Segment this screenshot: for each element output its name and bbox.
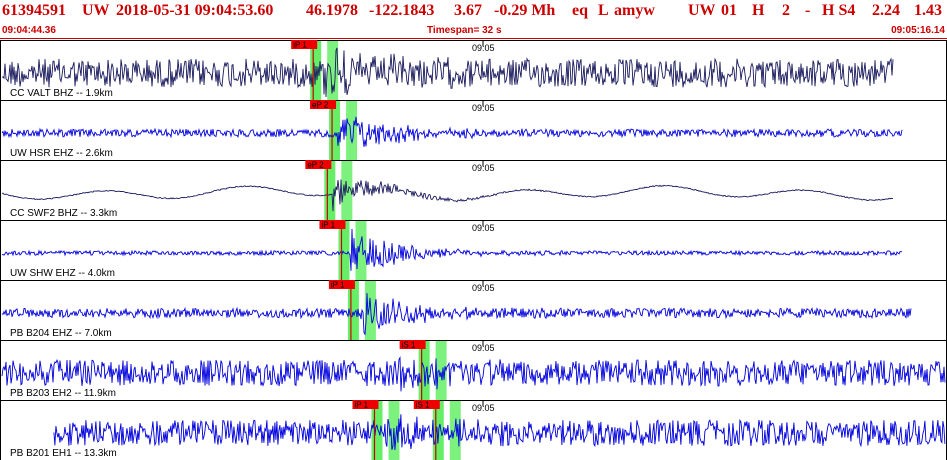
event-review: L bbox=[598, 2, 609, 19]
waveform-trace bbox=[1, 47, 894, 98]
channel-label: PB B204 EHZ -- 7.0km bbox=[10, 328, 112, 339]
waveform-trace bbox=[1, 228, 903, 271]
timespan: Timespan= 32 s bbox=[427, 25, 502, 36]
event-lat: 46.1978 bbox=[306, 2, 358, 19]
channel-row[interactable]: iP 1 iS 1 09:05 PB B201 EH1 -- 13.3km bbox=[0, 400, 947, 460]
start-time: 09:04:44.36 bbox=[2, 25, 56, 36]
pick-flag[interactable] bbox=[413, 400, 440, 409]
pick-window-secondary bbox=[346, 101, 358, 160]
pick-flag[interactable] bbox=[305, 160, 332, 169]
waveform-trace bbox=[1, 179, 894, 212]
pick-label: eP 2 bbox=[312, 101, 329, 110]
waveform-trace bbox=[1, 356, 946, 392]
waveform-trace bbox=[1, 293, 912, 336]
minute-tick-label: 09:05 bbox=[472, 343, 495, 353]
minute-tick-label: 09:05 bbox=[472, 283, 495, 293]
channel-row[interactable]: iP 1 09:05 CC VALT BHZ -- 1.9km bbox=[0, 40, 947, 101]
minute-tick-label: 09:05 bbox=[472, 103, 495, 113]
event-header: 61394591 UW 2018-05-31 09:04:53.60 46.19… bbox=[0, 0, 947, 39]
event-lon: -122.1843 bbox=[369, 2, 435, 19]
channel-row[interactable]: iS 1 09:05 PB B203 EH2 -- 11.9km bbox=[0, 340, 947, 401]
event-network: UW bbox=[82, 2, 110, 19]
pick-label: eP 2 bbox=[307, 161, 324, 170]
channel-row[interactable]: eP 2 09:05 CC SWF2 BHZ -- 3.3km bbox=[0, 160, 947, 221]
channel-label: CC VALT BHZ -- 1.9km bbox=[10, 88, 113, 99]
pick-window bbox=[329, 101, 341, 160]
pick-label: iP 1 bbox=[331, 281, 345, 290]
minute-tick-label: 09:05 bbox=[472, 403, 495, 413]
pick-label: iP 1 bbox=[354, 401, 368, 410]
channel-row[interactable]: iP 1 09:05 PB B204 EHZ -- 7.0km bbox=[0, 280, 947, 341]
event-network2: UW bbox=[688, 2, 716, 19]
minute-tick-label: 09:05 bbox=[472, 223, 495, 233]
channel-label: PB B201 EH1 -- 13.3km bbox=[10, 448, 117, 459]
pick-label: iS 1 bbox=[416, 401, 430, 410]
event-datetime: 2018-05-31 09:04:53.60 bbox=[116, 2, 274, 19]
waveform-trace bbox=[1, 116, 903, 147]
event-val2: 1.43 bbox=[914, 2, 942, 19]
pick-flag[interactable] bbox=[399, 340, 426, 349]
pick-window bbox=[338, 221, 350, 280]
pick-flag[interactable] bbox=[328, 280, 355, 289]
event-id: 61394591 bbox=[2, 2, 66, 19]
event-field-h: H bbox=[752, 2, 765, 19]
channel-label: UW SHW EHZ -- 4.0km bbox=[10, 268, 115, 279]
pick-window-secondary bbox=[435, 341, 447, 400]
channel-label: CC SWF2 BHZ -- 3.3km bbox=[10, 208, 117, 219]
event-val1: 2.24 bbox=[872, 2, 900, 19]
event-summary-line: 61394591 UW 2018-05-31 09:04:53.60 46.19… bbox=[0, 2, 947, 22]
pick-flag[interactable] bbox=[291, 40, 318, 49]
header-separator bbox=[0, 38, 947, 39]
event-type: eq bbox=[572, 2, 588, 19]
channel-label: UW HSR EHZ -- 2.6km bbox=[10, 148, 113, 159]
waveform-trace bbox=[53, 414, 946, 451]
pick-window bbox=[432, 401, 444, 460]
pick-window-secondary bbox=[327, 41, 339, 100]
event-magnitude: -0.29 Mh bbox=[494, 2, 556, 19]
event-source: amyw bbox=[614, 2, 655, 19]
event-field-2: 2 bbox=[782, 2, 790, 19]
event-quality: H S4 bbox=[822, 2, 856, 19]
pick-window bbox=[347, 281, 359, 340]
pick-label: iP 1 bbox=[293, 41, 307, 50]
pick-window-secondary bbox=[355, 221, 367, 280]
minute-tick-label: 09:05 bbox=[472, 163, 495, 173]
pick-label: iP 1 bbox=[321, 221, 335, 230]
minute-tick-label: 09:05 bbox=[472, 43, 495, 53]
channel-label: PB B203 EH2 -- 11.9km bbox=[10, 388, 116, 399]
event-field-dash: - bbox=[805, 2, 811, 19]
pick-flag[interactable] bbox=[310, 100, 337, 109]
pick-flag[interactable] bbox=[319, 220, 346, 229]
channel-row[interactable]: iP 1 09:05 UW SHW EHZ -- 4.0km bbox=[0, 220, 947, 281]
pick-label: iS 1 bbox=[402, 341, 416, 350]
end-time: 09:05:16.14 bbox=[891, 25, 945, 36]
time-row: 09:04:44.36 Timespan= 32 s 09:05:16.14 bbox=[0, 25, 947, 37]
channel-row[interactable]: eP 2 09:05 UW HSR EHZ -- 2.6km bbox=[0, 100, 947, 161]
event-version: 01 bbox=[721, 2, 737, 19]
event-depth: 3.67 bbox=[454, 2, 482, 19]
pick-window bbox=[324, 161, 336, 220]
pick-flag[interactable] bbox=[352, 400, 379, 409]
pick-window bbox=[371, 401, 383, 460]
